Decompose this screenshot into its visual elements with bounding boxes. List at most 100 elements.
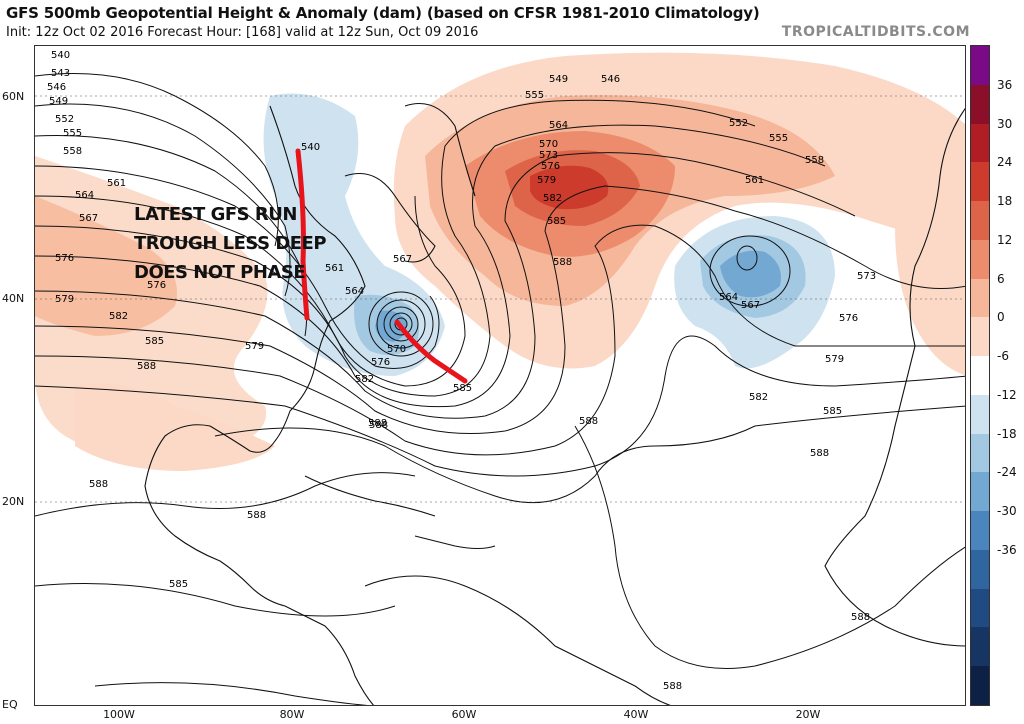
contour-label: 558 — [805, 155, 824, 166]
colorbar-segment — [971, 588, 989, 628]
contour-label: 588 — [137, 361, 156, 372]
contour-label: 567 — [79, 213, 98, 224]
contour-label: 564 — [719, 292, 738, 303]
contour-label: 540 — [301, 142, 320, 153]
contour-label: 573 — [857, 271, 876, 282]
contour-line — [35, 185, 965, 434]
anomaly-south-warm — [75, 383, 275, 471]
contour-label: 588 — [851, 612, 870, 623]
lat-label: 20N — [2, 495, 25, 508]
anomaly-atlantic-ridge-peak — [530, 165, 609, 210]
brand-watermark[interactable]: TROPICALTIDBITS.COM — [781, 24, 970, 40]
contour-line — [35, 165, 440, 369]
cutoff-low-ring — [368, 291, 434, 357]
contour-label: 549 — [549, 74, 568, 85]
colorbar-segment — [971, 549, 989, 589]
contour-line — [35, 224, 965, 456]
contour-label: 570 — [387, 344, 406, 355]
contour-label: 567 — [393, 254, 412, 265]
contour-label: 585 — [145, 336, 164, 347]
contour-label: 585 — [169, 579, 188, 590]
colorbar-tick-label: -30 — [997, 504, 1017, 519]
colorbar-segment — [971, 162, 989, 201]
colorbar-tick-label: 36 — [997, 77, 1013, 92]
contour-label: 579 — [825, 354, 844, 365]
contour-line — [574, 425, 965, 669]
colorbar-segment — [971, 394, 989, 434]
colorbar-segment — [971, 123, 989, 163]
contour-label: 585 — [547, 216, 566, 227]
contour-line — [35, 103, 291, 297]
colorbar-tick-label: -6 — [997, 349, 1009, 364]
contour-line — [35, 335, 965, 477]
contour-label: 576 — [839, 313, 858, 324]
colorbar-segment — [971, 317, 989, 356]
colorbar-segment — [971, 201, 989, 240]
contour-line — [214, 405, 965, 504]
cutoff-low-ring — [389, 312, 413, 336]
contour-line — [35, 583, 396, 617]
contour-label: 573 — [539, 150, 558, 161]
lat-label: 40N — [2, 292, 25, 305]
contour-label: 576 — [541, 161, 560, 172]
contour-label: 558 — [63, 146, 82, 157]
annotation-text: LATEST GFS RUN TROUGH LESS DEEP DOES NOT… — [134, 200, 327, 287]
colorbar-tick-label: 24 — [997, 155, 1013, 170]
colorbar-tick-label: 18 — [997, 194, 1013, 209]
contour-label: 561 — [745, 175, 764, 186]
colorbar-segment — [971, 46, 989, 85]
lat-lon-grid — [35, 95, 965, 503]
contour-line — [35, 152, 856, 419]
contour-label: 549 — [49, 96, 68, 107]
contour-label: 588 — [553, 257, 572, 268]
colorbar-segment — [971, 666, 989, 705]
anomaly-europe-warm — [895, 212, 965, 376]
contour-label: 585 — [823, 406, 842, 417]
map-subtitle: Init: 12z Oct 02 2016 Forecast Hour: [16… — [6, 25, 479, 40]
height-contours — [35, 73, 965, 705]
colorbar-tick-label: -12 — [997, 387, 1017, 402]
lon-label: 20W — [795, 708, 821, 721]
contour-label: 588 — [247, 510, 266, 521]
mid-atlantic-low-ring — [709, 235, 791, 307]
anomaly-colorbar — [970, 45, 990, 706]
coastline-caribbean — [304, 475, 496, 550]
contour-label: 555 — [769, 133, 788, 144]
coastline-greenland-labrador — [344, 102, 476, 263]
contour-label: 585 — [453, 383, 472, 394]
annotation-line: LATEST GFS RUN — [134, 204, 297, 225]
colorbar-tick-label: 12 — [997, 232, 1013, 247]
contour-label: 540 — [51, 50, 70, 61]
colorbar-segment — [971, 433, 989, 473]
contour-label: 579 — [245, 341, 264, 352]
contour-label: 579 — [55, 294, 74, 305]
colorbar-tick-label: -24 — [997, 465, 1017, 480]
contour-label: 579 — [537, 175, 556, 186]
contour-label: 555 — [525, 90, 544, 101]
contour-line — [35, 73, 279, 247]
contour-line — [35, 472, 416, 517]
contour-label: 564 — [75, 190, 94, 201]
contour-label: 564 — [549, 120, 568, 131]
cutoff-low-ring — [383, 306, 419, 342]
lon-label: 100W — [103, 708, 135, 721]
lat-label: 60N — [2, 90, 25, 103]
contour-label: 543 — [51, 68, 70, 79]
contour-line — [35, 195, 466, 387]
contour-label: 567 — [741, 300, 760, 311]
lon-label: 40W — [623, 708, 649, 721]
contour-label: 561 — [107, 178, 126, 189]
contour-line — [35, 99, 756, 397]
contour-label: 588 — [579, 416, 598, 427]
annotation-line: TROUGH LESS DEEP — [134, 233, 327, 254]
contour-label: 588 — [368, 418, 387, 429]
contour-label: 588 — [663, 681, 682, 692]
red-annotation-strokes — [295, 148, 468, 384]
contour-label: 564 — [345, 286, 364, 297]
contour-label: 588 — [810, 448, 829, 459]
contour-label: 582 — [749, 392, 768, 403]
contour-label: 582 — [355, 374, 374, 385]
contour-label: 576 — [147, 280, 166, 291]
contour-value-labels: 540 543 546 549 552 555 558 561 564 567 … — [47, 50, 876, 692]
map-title: GFS 500mb Geopotential Height & Anomaly … — [6, 4, 760, 22]
